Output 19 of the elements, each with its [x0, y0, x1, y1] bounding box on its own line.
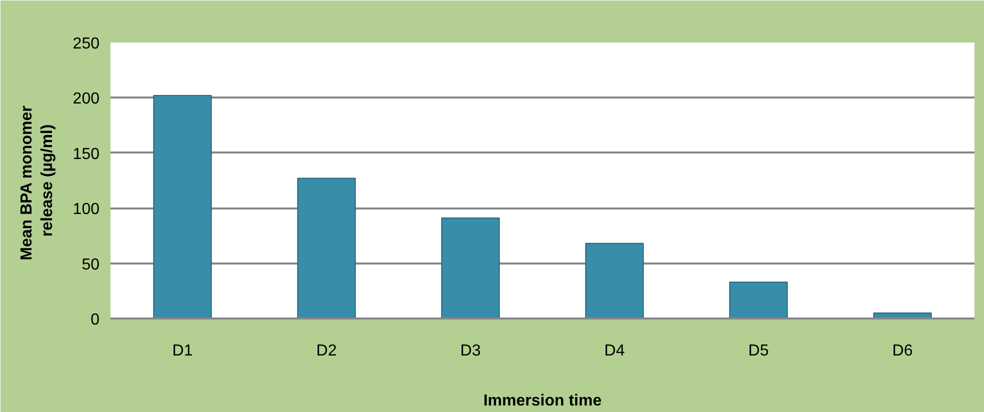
x-tick-label: D3 — [460, 342, 481, 360]
x-tick-label: D4 — [604, 342, 625, 360]
x-tick-label: D2 — [316, 342, 337, 360]
y-tick-label: 0 — [90, 312, 100, 328]
bar — [297, 178, 356, 318]
y-tick-label: 150 — [72, 146, 100, 163]
y-axis-title: Mean BPA monomer release (µg/ml) — [18, 106, 56, 260]
y-tick-label: 250 — [72, 36, 100, 52]
bar — [585, 242, 644, 318]
bar — [729, 282, 788, 318]
bar — [441, 218, 500, 318]
x-tick-label: D5 — [748, 342, 769, 360]
x-tick-label: D1 — [172, 342, 193, 360]
bar — [153, 94, 212, 318]
y-tick-label: 50 — [82, 256, 100, 274]
y-tick-label: 200 — [72, 90, 100, 108]
x-tick-label: D6 — [892, 342, 913, 360]
x-axis-title: Immersion time — [483, 392, 602, 410]
y-tick-label: 100 — [72, 201, 100, 218]
